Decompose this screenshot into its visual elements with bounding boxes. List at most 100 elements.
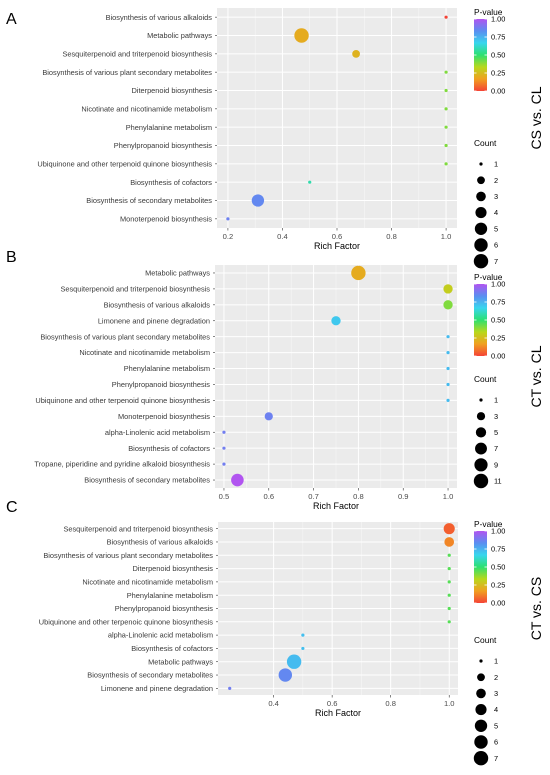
category-label: Biosynthesis of various plant secondary … xyxy=(40,332,210,341)
data-point xyxy=(294,28,309,43)
data-point xyxy=(444,70,448,74)
x-tick-label: 0.8 xyxy=(386,232,397,241)
size-legend-dot xyxy=(479,659,483,663)
category-label: Biosynthesis of cofactors xyxy=(130,178,212,187)
size-legend-dot xyxy=(475,442,487,455)
panel-label: A xyxy=(6,11,17,28)
category-label: Sesquiterpenoid and triterpenoid biosynt… xyxy=(60,284,210,293)
category-label: Phenylalanine metabolism xyxy=(126,123,212,132)
category-label: Metabolic pathways xyxy=(145,269,210,278)
category-label: alpha-Linolenic acid metabolism xyxy=(108,631,213,640)
category-label: Nicotinate and nicotinamide metabolism xyxy=(81,104,212,113)
data-point xyxy=(444,162,448,166)
x-tick-label: 1.0 xyxy=(444,699,455,708)
color-legend-title: P-value xyxy=(474,272,503,282)
category-label: Biosynthesis of various alkaloids xyxy=(104,300,211,309)
x-tick-label: 0.7 xyxy=(308,492,319,501)
x-tick-label: 1.0 xyxy=(441,232,452,241)
category-label: Phenylalanine metabolism xyxy=(127,591,213,600)
data-point xyxy=(446,366,450,371)
data-point xyxy=(446,398,450,402)
color-tick-label: 0.75 xyxy=(491,33,505,42)
size-legend-dot xyxy=(476,688,486,699)
size-legend-label: 7 xyxy=(494,444,498,453)
size-legend-dot xyxy=(474,222,488,235)
panel-label: C xyxy=(6,499,18,516)
category-label: Phenylpropanoid biosynthesis xyxy=(112,380,211,389)
color-tick-label: 0.75 xyxy=(491,545,505,554)
data-point xyxy=(447,580,451,584)
category-label: Nicotinate and nicotinamide metabolism xyxy=(79,348,210,357)
size-legend-dot xyxy=(479,162,483,166)
category-label: Biosynthesis of various plant secondary … xyxy=(43,551,213,560)
size-legend-title: Count xyxy=(474,138,497,148)
category-label: Monoterpenoid biosynthesis xyxy=(118,412,210,421)
size-legend-dot xyxy=(476,412,486,421)
data-point xyxy=(231,473,244,487)
color-legend-title: P-value xyxy=(474,7,503,17)
size-legend-label: 5 xyxy=(494,721,498,730)
color-bar xyxy=(474,284,487,356)
color-tick-label: 0.00 xyxy=(491,352,505,361)
data-point xyxy=(301,646,305,651)
x-tick-label: 1.0 xyxy=(443,492,454,501)
color-bar xyxy=(474,19,487,91)
data-point xyxy=(222,462,226,466)
data-point xyxy=(444,107,448,111)
x-tick-label: 0.6 xyxy=(263,492,274,501)
data-point xyxy=(251,194,265,207)
color-tick-label: 1.00 xyxy=(491,280,505,289)
size-legend-label: 6 xyxy=(494,738,498,747)
data-point xyxy=(308,180,312,184)
size-legend-title: Count xyxy=(474,635,497,645)
category-label: Ubiquinone and other terpenoic quinone b… xyxy=(39,617,214,626)
category-label: alpha-Linolenic acid metabolism xyxy=(105,428,210,437)
category-label: Nicotinate and nicotinamide metabolism xyxy=(82,577,213,586)
size-legend-label: 3 xyxy=(494,192,498,201)
size-legend-dot xyxy=(475,704,487,716)
size-legend-label: 5 xyxy=(494,428,498,437)
size-legend-dot xyxy=(474,735,488,749)
x-tick-label: 0.8 xyxy=(385,699,396,708)
comparison-title: CT vs. CL xyxy=(528,345,544,407)
x-tick-label: 0.9 xyxy=(398,492,409,501)
category-label: Monoterpenoid biosynthesis xyxy=(120,214,212,223)
size-legend-label: 1 xyxy=(494,657,498,666)
color-tick-label: 0.75 xyxy=(491,298,505,307)
data-point xyxy=(351,265,366,281)
x-tick-label: 0.6 xyxy=(332,232,343,241)
category-label: Phenylpropanoid biosynthesis xyxy=(115,604,214,613)
size-legend-label: 3 xyxy=(494,412,498,421)
data-point xyxy=(444,125,448,129)
data-point xyxy=(222,430,226,434)
size-legend-dot xyxy=(479,398,483,402)
data-point xyxy=(278,668,293,682)
category-label: Limonene and pinene degradation xyxy=(98,316,210,325)
size-legend-label: 3 xyxy=(494,689,498,698)
data-point xyxy=(301,633,305,637)
category-label: Biosynthesis of various alkaloids xyxy=(107,538,214,547)
data-point xyxy=(222,446,226,450)
data-point xyxy=(443,284,453,294)
data-point xyxy=(444,15,448,19)
data-point xyxy=(443,523,455,535)
color-tick-label: 0.00 xyxy=(491,87,505,96)
x-tick-label: 0.8 xyxy=(353,492,364,501)
size-legend-dot xyxy=(474,458,488,472)
data-point xyxy=(228,686,232,690)
color-tick-label: 1.00 xyxy=(491,15,505,24)
data-point xyxy=(444,88,448,93)
size-legend-dot xyxy=(475,427,487,438)
category-label: Ubiquinone and other terpenoid quinone b… xyxy=(35,396,210,405)
color-tick-label: 1.00 xyxy=(491,527,505,536)
color-legend-title: P-value xyxy=(474,519,503,529)
size-legend-dot xyxy=(477,176,485,185)
data-point xyxy=(444,143,448,148)
size-legend-dot xyxy=(476,191,486,202)
size-legend-dot xyxy=(475,207,487,219)
category-label: Diterpenoid biosynthesis xyxy=(131,86,212,95)
category-label: Metabolic pathways xyxy=(147,31,212,40)
panel-a: A Biosynthesis of various alkaloids Metabo… xyxy=(6,7,544,269)
size-legend-label: 1 xyxy=(494,160,498,169)
category-label: Biosynthesis of secondary metabolites xyxy=(84,476,210,485)
